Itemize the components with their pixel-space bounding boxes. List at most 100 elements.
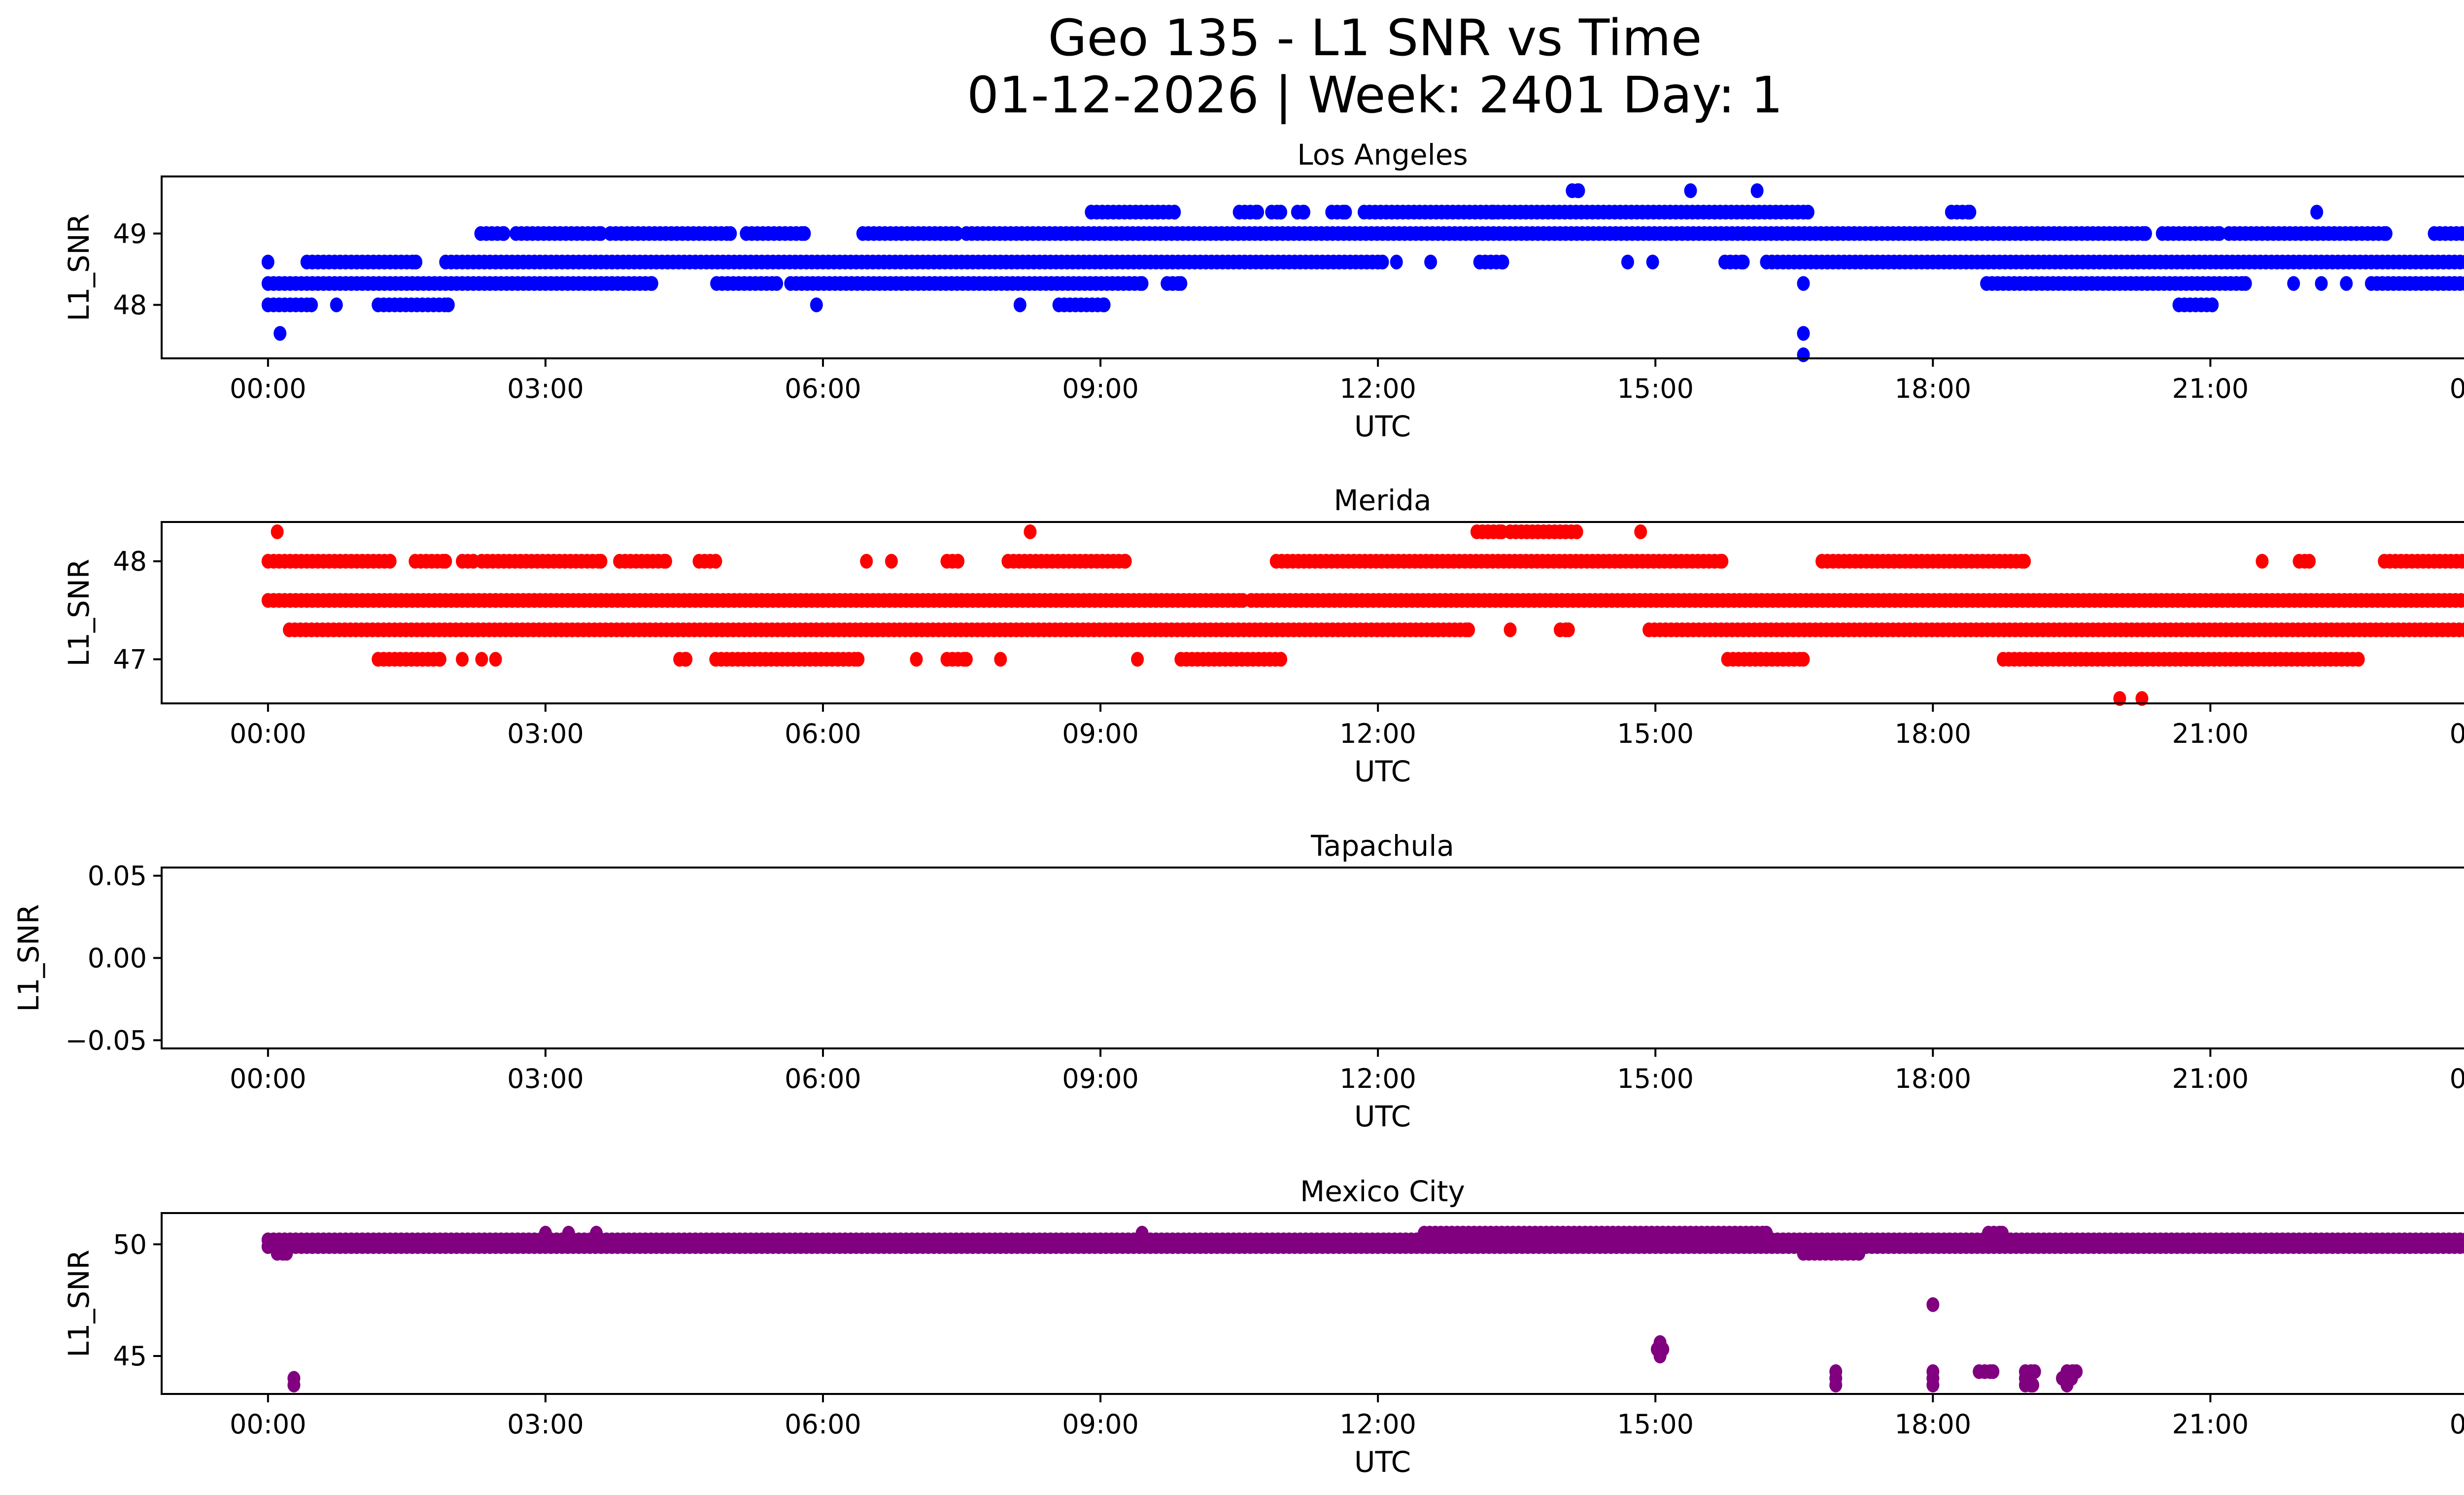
- x-tick-label: 18:00: [1894, 1063, 1971, 1094]
- data-point: [1797, 326, 1810, 341]
- y-tick-label: −0.05: [66, 1025, 147, 1056]
- x-tick-label: 00:00: [230, 1409, 307, 1440]
- data-point: [1653, 1349, 1667, 1363]
- data-point: [2303, 554, 2316, 569]
- subplot-merida: Merida 00:00 03:00 06:00 09:00 12:00 15:00 18:0…: [62, 484, 2464, 788]
- x-tick-label: 12:00: [1339, 1409, 1416, 1440]
- data-point: [1376, 254, 1389, 270]
- y-axis-label: L1_SNR: [62, 213, 96, 321]
- axes-frame: [161, 1212, 2464, 1395]
- data-point: [1797, 347, 1810, 362]
- y-axis-label: L1_SNR: [62, 559, 96, 667]
- x-tick-label: 21:00: [2172, 1409, 2249, 1440]
- data-point: [680, 652, 693, 667]
- data-point: [2352, 652, 2365, 667]
- data-point: [959, 652, 973, 667]
- data-point: [724, 226, 737, 241]
- data-point: [1462, 622, 1475, 637]
- data-point: [1424, 254, 1437, 270]
- x-tick-label: 09:00: [1062, 1409, 1139, 1440]
- x-tick-label: 06:00: [785, 1409, 861, 1440]
- data-point: [798, 226, 811, 241]
- data-point: [2461, 227, 2464, 240]
- data-point: [1135, 276, 1149, 291]
- data-point: [1750, 183, 1764, 198]
- x-axis-label: UTC: [1354, 410, 1411, 443]
- subplot-tapachula: Tapachula 00:00 03:00 06:00 09:00 12:00 15:00 1…: [12, 829, 2464, 1133]
- data-point: [1298, 205, 1310, 220]
- data-point: [1024, 524, 1037, 539]
- x-tick-label: 00:00: [230, 373, 307, 404]
- data-point: [271, 524, 284, 539]
- x-tick-label: 06:00: [785, 718, 861, 749]
- data-point: [456, 652, 469, 667]
- data-point: [1797, 652, 1810, 667]
- data-point: [2310, 205, 2324, 220]
- data-point: [2315, 276, 2328, 291]
- data-point: [1986, 1364, 2000, 1379]
- x-axis-label: UTC: [1354, 755, 1411, 788]
- data-point: [2256, 554, 2269, 569]
- x-tick-label: 00:00: [230, 1063, 307, 1094]
- x-tick-label: 18:00: [1894, 718, 1971, 749]
- data-point: [860, 554, 873, 569]
- x-tick-label: 15:00: [1617, 718, 1694, 749]
- data-point: [1852, 1246, 1866, 1261]
- data-point: [1390, 254, 1403, 270]
- data-point: [2379, 226, 2393, 241]
- y-axis-label: L1_SNR: [12, 904, 45, 1012]
- data-point: [1274, 652, 1287, 667]
- data-points: [261, 1225, 2464, 1392]
- data-point: [287, 1377, 301, 1392]
- x-tick-label: 09:00: [1062, 373, 1139, 404]
- data-point: [1570, 524, 1583, 539]
- x-tick-label: 09:00: [1062, 1063, 1139, 1094]
- data-point: [475, 652, 488, 667]
- data-point: [1646, 254, 1659, 270]
- data-point: [594, 554, 608, 569]
- data-point: [1562, 622, 1575, 637]
- data-point: [645, 276, 658, 291]
- data-point: [1251, 205, 1265, 220]
- data-point: [489, 652, 502, 667]
- x-tick-label: 21:00: [2172, 373, 2249, 404]
- data-point: [2239, 276, 2252, 291]
- data-point: [2459, 255, 2464, 270]
- x-tick-label: 15:00: [1617, 1063, 1694, 1094]
- subplot-title: Tapachula: [1310, 829, 1454, 863]
- data-point: [2459, 276, 2464, 291]
- data-point: [2459, 1239, 2464, 1254]
- data-point: [1737, 254, 1750, 270]
- data-point: [2018, 554, 2031, 569]
- data-point: [2340, 276, 2353, 291]
- chart-subtitle: 01-12-2026 | Week: 2401 Day: 1: [967, 66, 1783, 125]
- x-tick-label: 12:00: [1339, 1063, 1416, 1094]
- axes-frame: [161, 521, 2464, 704]
- x-tick-label: 00:00: [230, 718, 307, 749]
- x-tick-label: 18:00: [1894, 1409, 1971, 1440]
- data-point: [852, 652, 865, 667]
- y-tick-label: 0.05: [88, 861, 147, 892]
- data-point: [2460, 593, 2464, 607]
- data-point: [280, 1246, 293, 1261]
- data-point: [1168, 205, 1181, 220]
- data-point: [2213, 226, 2226, 241]
- x-tick-label: 21:00: [2172, 1063, 2249, 1094]
- x-tick-label: 03:00: [507, 373, 584, 404]
- data-point: [951, 226, 964, 241]
- data-point: [910, 652, 923, 667]
- x-tick-label: 06:00: [785, 373, 861, 404]
- data-point: [1829, 1377, 1843, 1392]
- x-tick-label: 03:00: [507, 718, 584, 749]
- data-points: [261, 183, 2464, 362]
- data-point: [1621, 254, 1634, 270]
- data-point: [433, 652, 446, 667]
- data-points: [261, 524, 2464, 706]
- x-tick-label: 00:00: [2450, 1063, 2464, 1094]
- subplot-mexico-city: Mexico City 00:00 03:00 06:00 09:00 12:00 15:0…: [62, 1175, 2464, 1479]
- data-point: [1119, 554, 1132, 569]
- data-point: [1926, 1377, 1940, 1392]
- data-point: [885, 554, 898, 569]
- data-point: [2455, 554, 2464, 569]
